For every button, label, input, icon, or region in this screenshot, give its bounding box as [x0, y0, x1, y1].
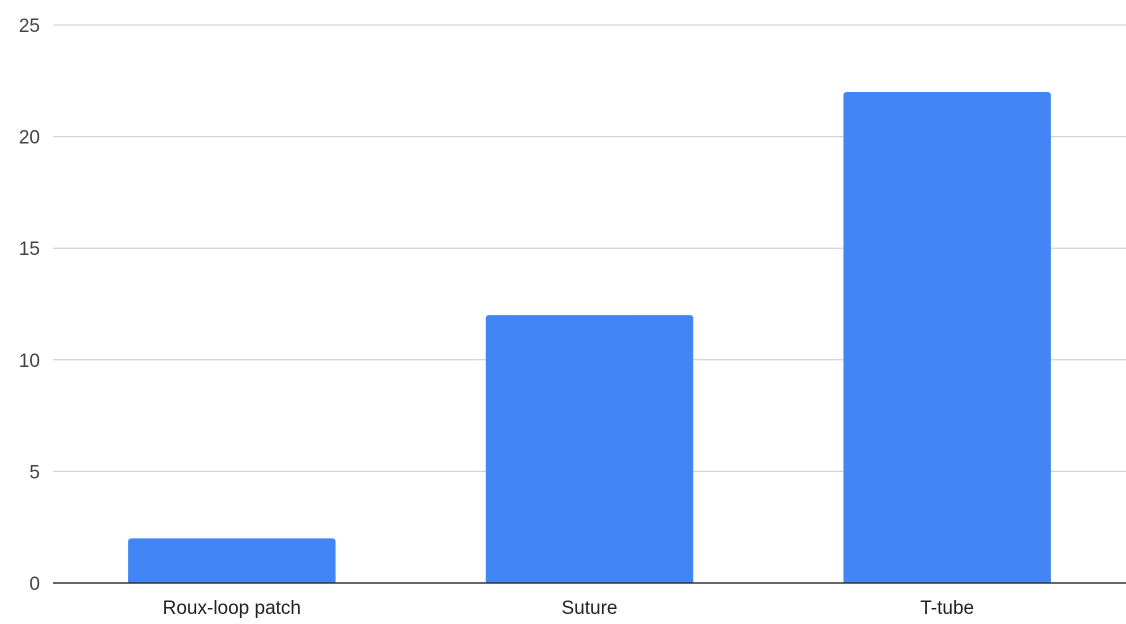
- y-tick-label: 5: [29, 462, 40, 483]
- bar-suture: [485, 315, 694, 583]
- x-category-label: Suture: [562, 598, 618, 619]
- bar-base-fill: [485, 579, 694, 583]
- y-tick-label: 25: [19, 16, 40, 37]
- y-tick-label: 0: [29, 574, 40, 595]
- x-axis-category-labels: Roux-loop patch Suture T-tube: [163, 598, 974, 619]
- bars: [128, 91, 1051, 584]
- bar-base-fill: [128, 579, 336, 583]
- bar-roux-loop-patch: [128, 538, 336, 583]
- y-axis-tick-labels: 0 5 10 15 20 25: [19, 16, 40, 595]
- y-tick-label: 15: [19, 239, 40, 260]
- y-tick-label: 10: [19, 351, 40, 372]
- bar-t-tube: [843, 91, 1051, 584]
- x-category-label: Roux-loop patch: [163, 598, 301, 619]
- y-tick-label: 20: [19, 128, 40, 149]
- bar-base-fill: [843, 579, 1051, 583]
- x-category-label: T-tube: [920, 598, 974, 619]
